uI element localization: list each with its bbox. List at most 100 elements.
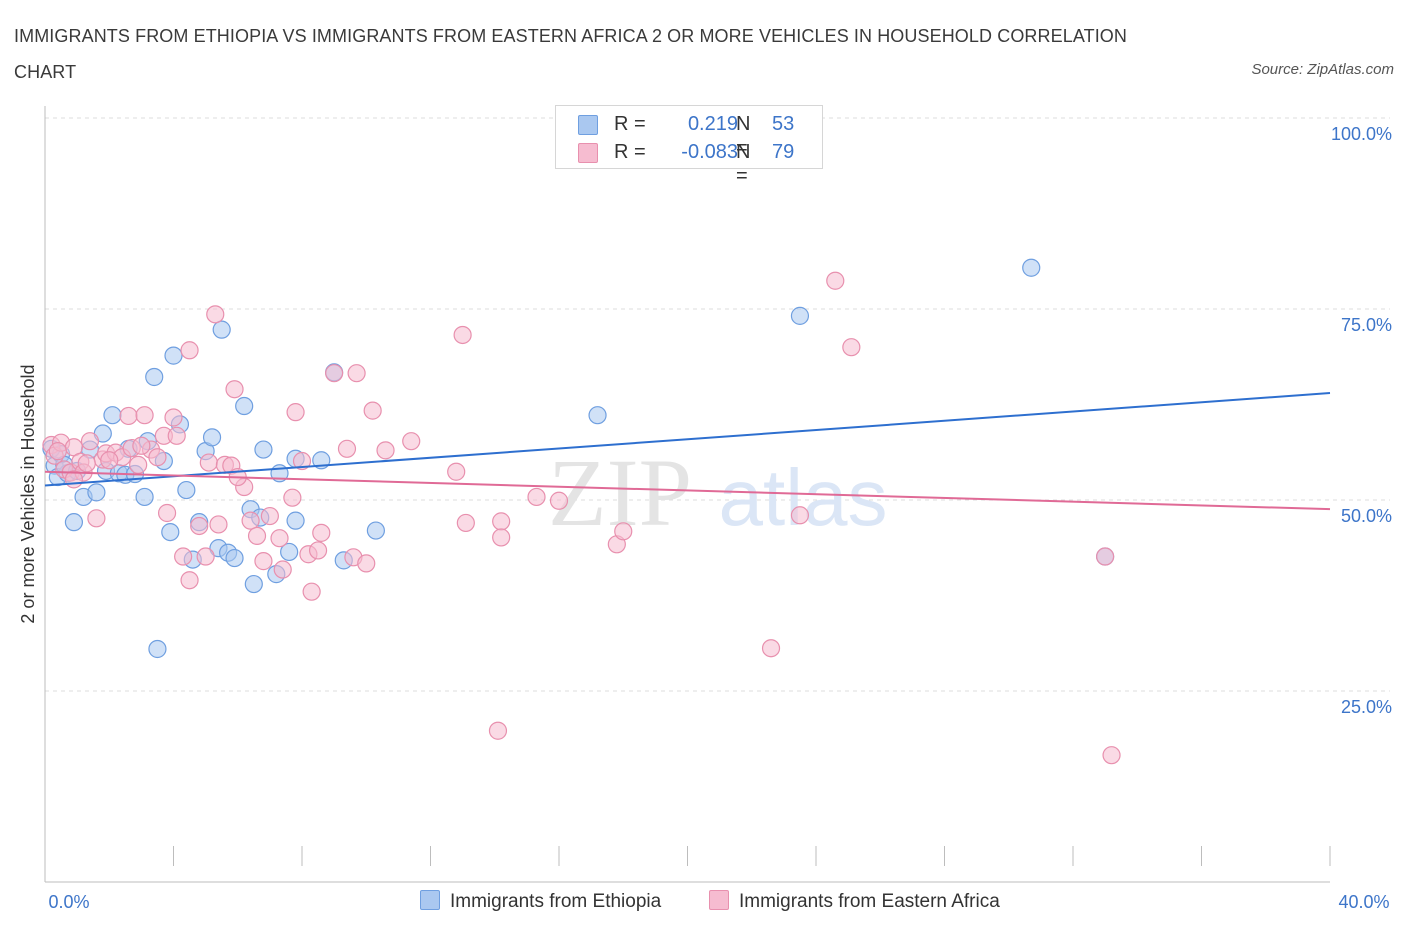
y-tick-label: 25.0% [1341,697,1392,717]
eastern-africa-point [453,325,472,345]
eastern-africa-point [527,487,546,507]
ethiopia-point [366,521,385,540]
eastern-africa-point [283,488,302,507]
watermark: ZIP atlas [548,439,887,546]
eastern-africa-point [167,426,186,445]
eastern-africa-point [241,511,260,530]
eastern-africa-point [77,454,96,473]
y-tick-label: 75.0% [1341,315,1392,335]
ethiopia-legend-swatch [420,890,440,910]
eastern-africa-point [206,305,225,324]
ethiopia-point [1022,258,1041,277]
n-value-eastern-africa: 79 [772,141,795,163]
chart-title: IMMIGRANTS FROM ETHIOPIA VS IMMIGRANTS F… [14,26,1127,82]
eastern-africa-point [347,364,366,383]
stats-legend: R = 0.219 N = 53 R = -0.083 N = 79 [555,105,823,187]
eastern-africa-point [157,503,177,523]
eastern-africa-point [761,639,781,658]
n-label: N = [736,141,751,187]
eastern-africa-point [225,380,244,399]
trend-lines [44,392,1331,511]
eastern-africa-point [87,509,106,528]
eastern-africa-point [260,506,279,526]
eastern-africa-point [199,453,218,472]
eastern-africa-point [247,526,267,546]
eastern-africa-point [325,364,344,383]
eastern-africa-point [48,442,67,461]
ethiopia-point [202,428,222,447]
legend-label-eastern-africa: Immigrants from Eastern Africa [739,891,1000,912]
eastern-africa-trend-line [44,470,1331,511]
ethiopia-point [145,367,164,387]
eastern-africa-point [254,552,273,571]
ethiopia-point [164,346,183,365]
ethiopia-point [135,487,154,507]
eastern-africa-point [135,406,154,425]
eastern-africa-point [196,547,215,566]
eastern-africa-point [190,516,209,536]
eastern-africa-point [209,515,228,534]
y-axis-label: 2 or more Vehicles in Household [18,364,38,623]
eastern-africa-point [286,403,305,422]
eastern-africa-point [456,513,475,533]
r-label: R = [614,141,646,163]
eastern-africa-point [614,522,633,541]
eastern-africa-point [376,441,395,460]
legend-label-ethiopia: Immigrants from Ethiopia [450,891,662,912]
eastern-africa-point [402,432,421,451]
eastern-africa-point [132,436,151,455]
eastern-africa-point [790,506,810,525]
ethiopia-trend-line [44,392,1331,487]
eastern-africa-point [492,528,511,547]
r-value-eastern-africa: -0.083 [681,141,738,163]
x-tick-label: 40.0% [1338,892,1389,912]
ethiopia-point [254,440,273,459]
eastern-africa-point [337,439,357,458]
ethiopia-swatch [578,115,598,135]
legend-item-eastern-africa[interactable]: Immigrants from Eastern Africa [709,890,1000,914]
ethiopia-point [588,406,607,425]
r-value-ethiopia: 0.219 [687,113,738,135]
ethiopia-point [235,396,254,416]
source-label: Source: ZipAtlas.com [1251,61,1394,78]
eastern-africa-point [273,560,292,579]
ethiopia-point [286,511,305,530]
eastern-africa-point [308,541,328,560]
eastern-africa-point [447,462,466,481]
ethiopia-point [103,406,122,425]
eastern-africa-point [292,451,312,471]
ethiopia-point [244,574,263,594]
axes [44,106,1331,883]
eastern-africa-point [1102,746,1121,765]
watermark-atlas: atlas [719,453,888,542]
eastern-africa-point [180,341,199,360]
eastern-africa-point [180,571,199,590]
eastern-africa-swatch [578,143,598,163]
eastern-africa-point [1096,547,1115,566]
ethiopia-point [280,542,299,562]
ethiopia-point [177,480,196,500]
n-label: N = [736,113,751,159]
ethiopia-point [161,522,180,542]
eastern-africa-point [302,582,321,601]
ethiopia-point [87,483,106,502]
ethiopia-point [790,306,810,325]
eastern-africa-point [164,408,183,427]
eastern-africa-point [174,547,193,566]
eastern-africa-point [488,721,508,740]
y-tick-label: 100.0% [1331,124,1392,144]
data-points [42,258,1121,765]
eastern-africa-point [842,338,861,357]
r-label: R = [614,113,646,135]
eastern-africa-point [357,554,376,573]
ethiopia-point [64,513,84,532]
eastern-africa-point [100,451,119,470]
eastern-africa-point [363,401,382,420]
n-value-ethiopia: 53 [772,113,795,135]
y-tick-label: 50.0% [1341,506,1392,526]
legend-item-ethiopia[interactable]: Immigrants from Ethiopia [420,890,661,914]
ethiopia-point [225,548,244,568]
eastern-africa-point [129,455,148,474]
eastern-africa-point [549,491,569,510]
